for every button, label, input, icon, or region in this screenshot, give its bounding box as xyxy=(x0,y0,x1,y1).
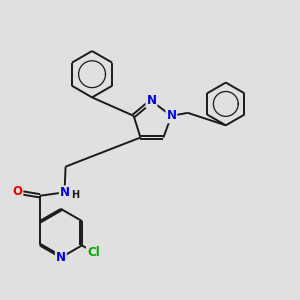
Text: H: H xyxy=(71,190,80,200)
Text: N: N xyxy=(56,251,66,264)
Text: N: N xyxy=(146,94,157,107)
Text: N: N xyxy=(60,186,70,199)
Text: N: N xyxy=(167,109,176,122)
Text: O: O xyxy=(12,185,22,198)
Text: Cl: Cl xyxy=(87,246,100,259)
